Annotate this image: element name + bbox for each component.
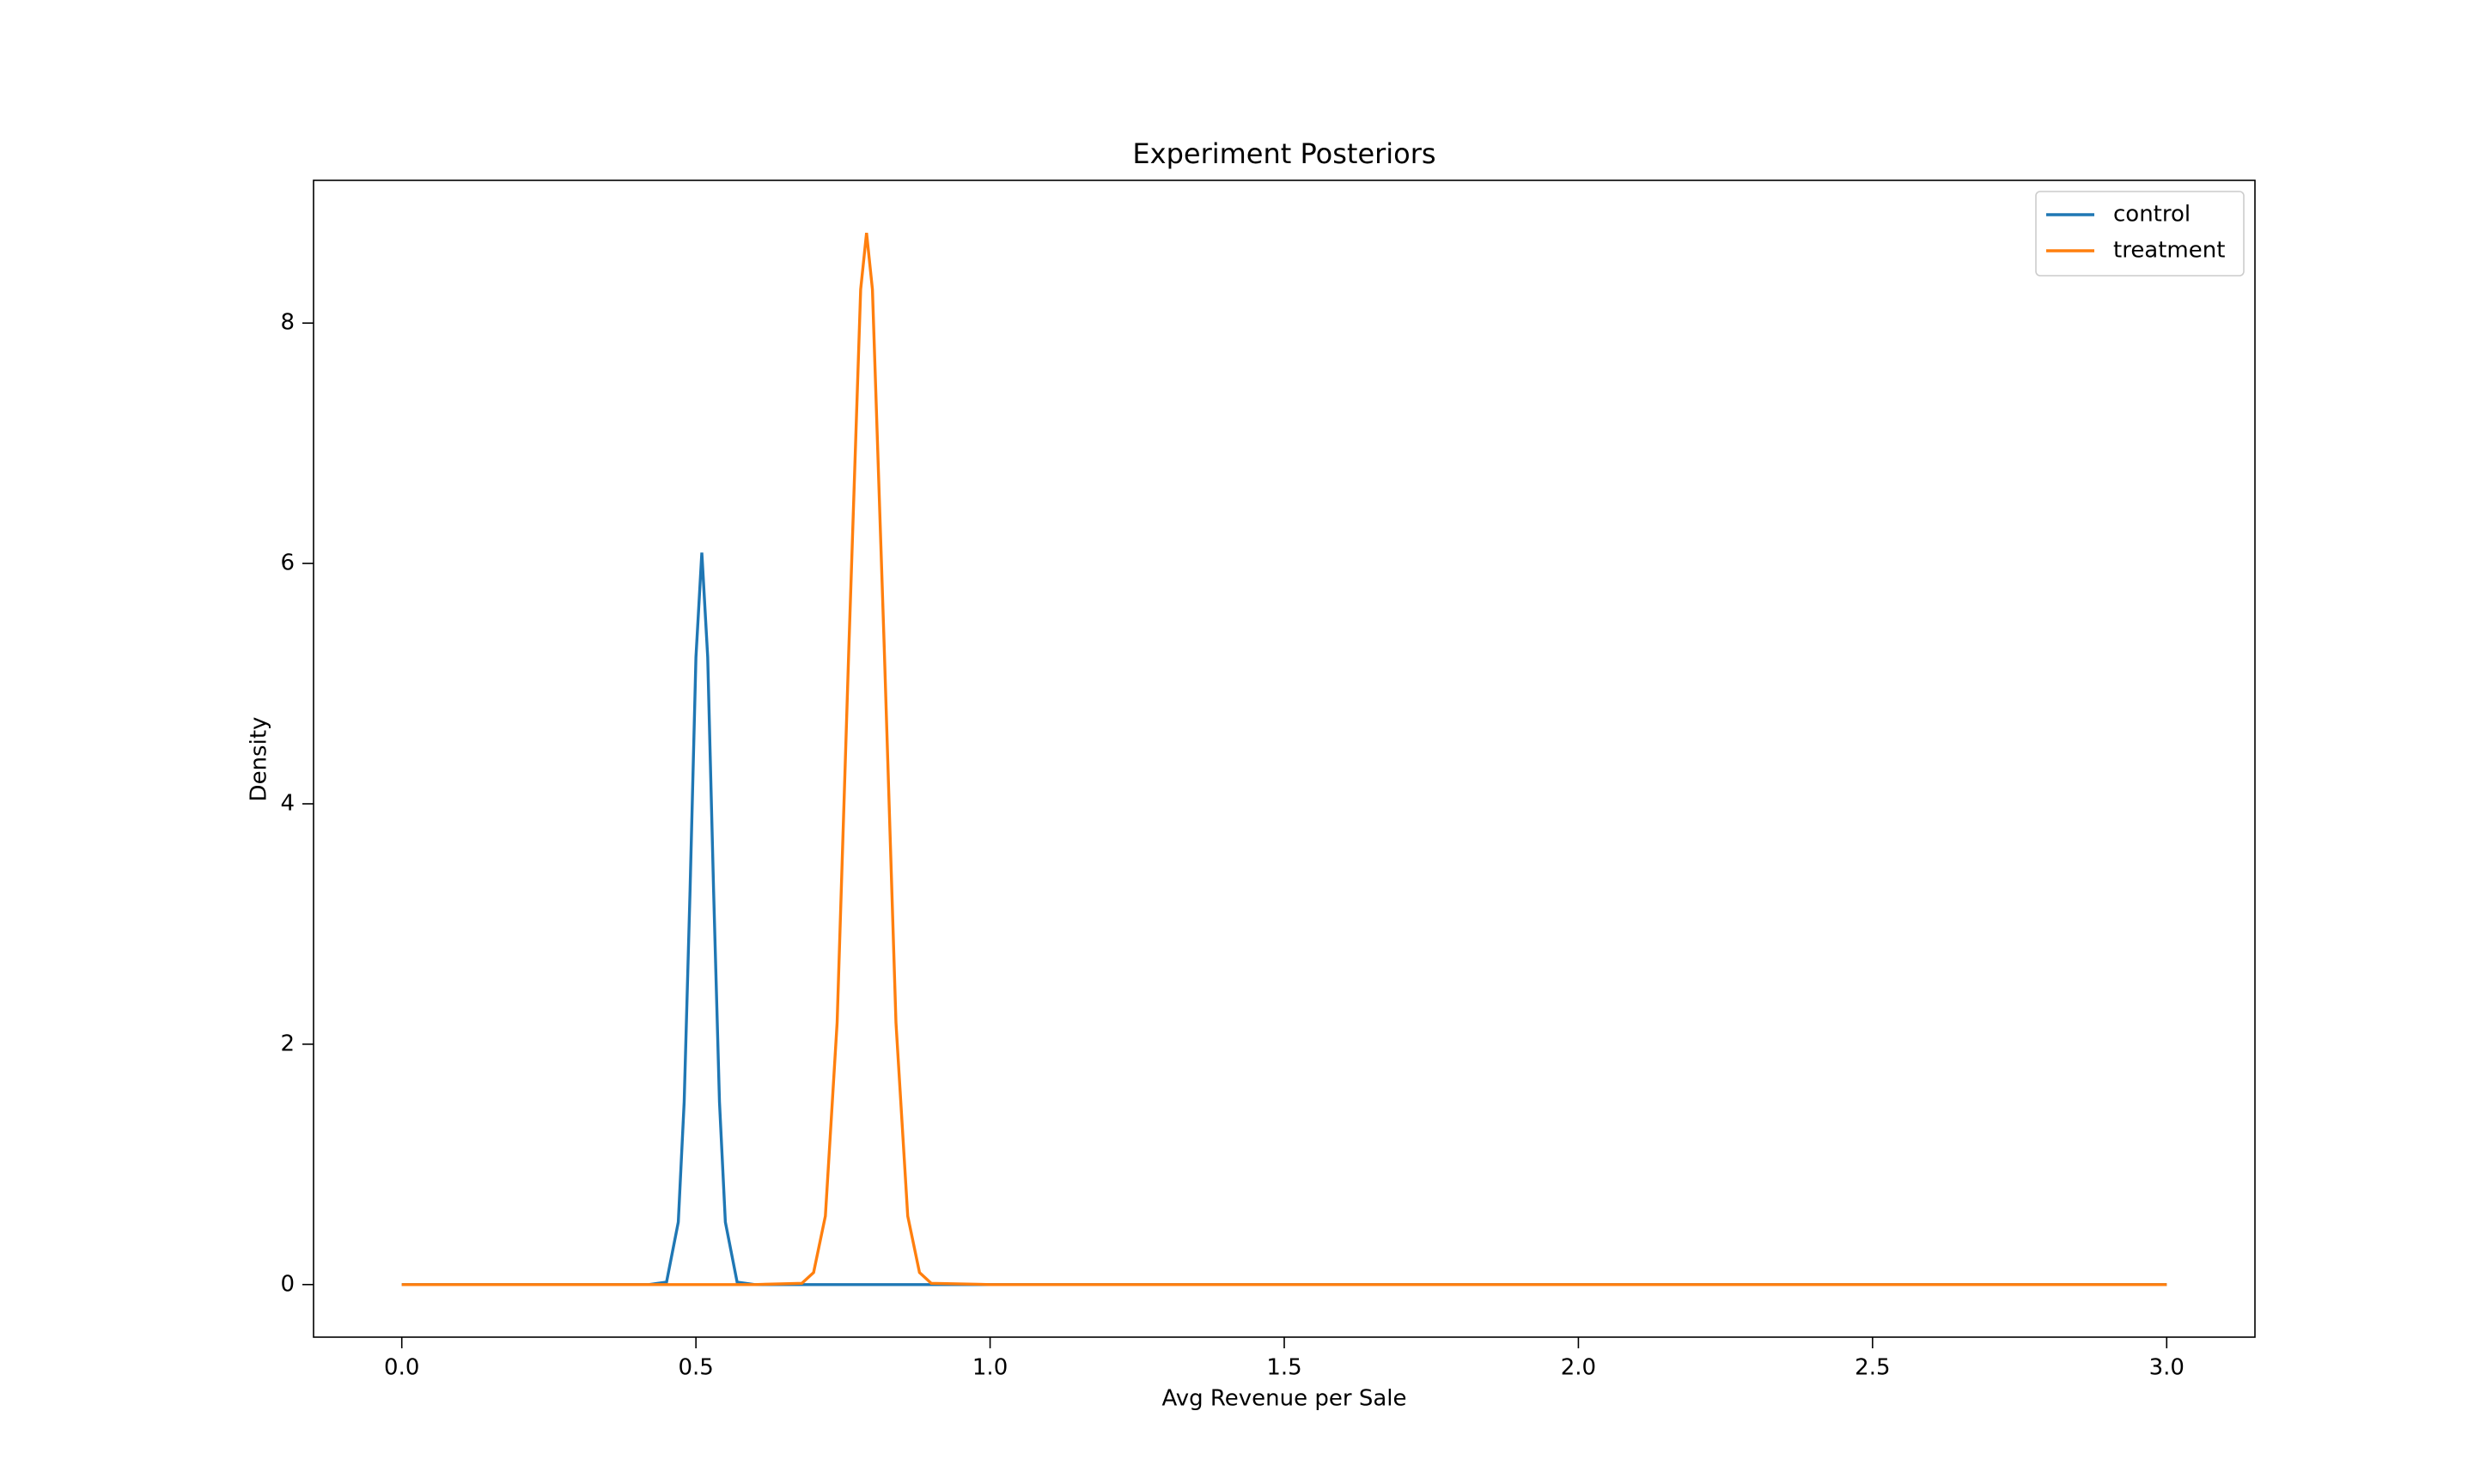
y-tick-label: 6: [280, 550, 295, 576]
x-tick-label: 1.5: [1266, 1355, 1301, 1381]
x-tick-label: 0.0: [384, 1355, 419, 1381]
x-tick-label: 0.5: [678, 1355, 713, 1381]
y-tick-label: 8: [280, 310, 295, 336]
legend-label: control: [2113, 202, 2191, 228]
y-tick-label: 2: [280, 1031, 295, 1056]
legend-label: treatment: [2113, 238, 2225, 264]
legend-box: [2035, 191, 2245, 277]
y-tick-label: 4: [280, 790, 295, 816]
line-series: [401, 233, 2167, 1286]
x-tick-label: 1.0: [972, 1355, 1008, 1381]
x-tick-label: 2.5: [1855, 1355, 1890, 1381]
y-axis-label: Density: [247, 717, 272, 802]
plot-frame: [313, 179, 2256, 1338]
line-series: [401, 552, 2167, 1286]
y-tick-label: 0: [280, 1271, 295, 1297]
chart-title: Experiment Posteriors: [1132, 137, 1435, 170]
x-tick-label: 2.0: [1561, 1355, 1596, 1381]
x-axis-label: Avg Revenue per Sale: [1161, 1386, 1406, 1412]
x-tick-label: 3.0: [2149, 1355, 2185, 1381]
